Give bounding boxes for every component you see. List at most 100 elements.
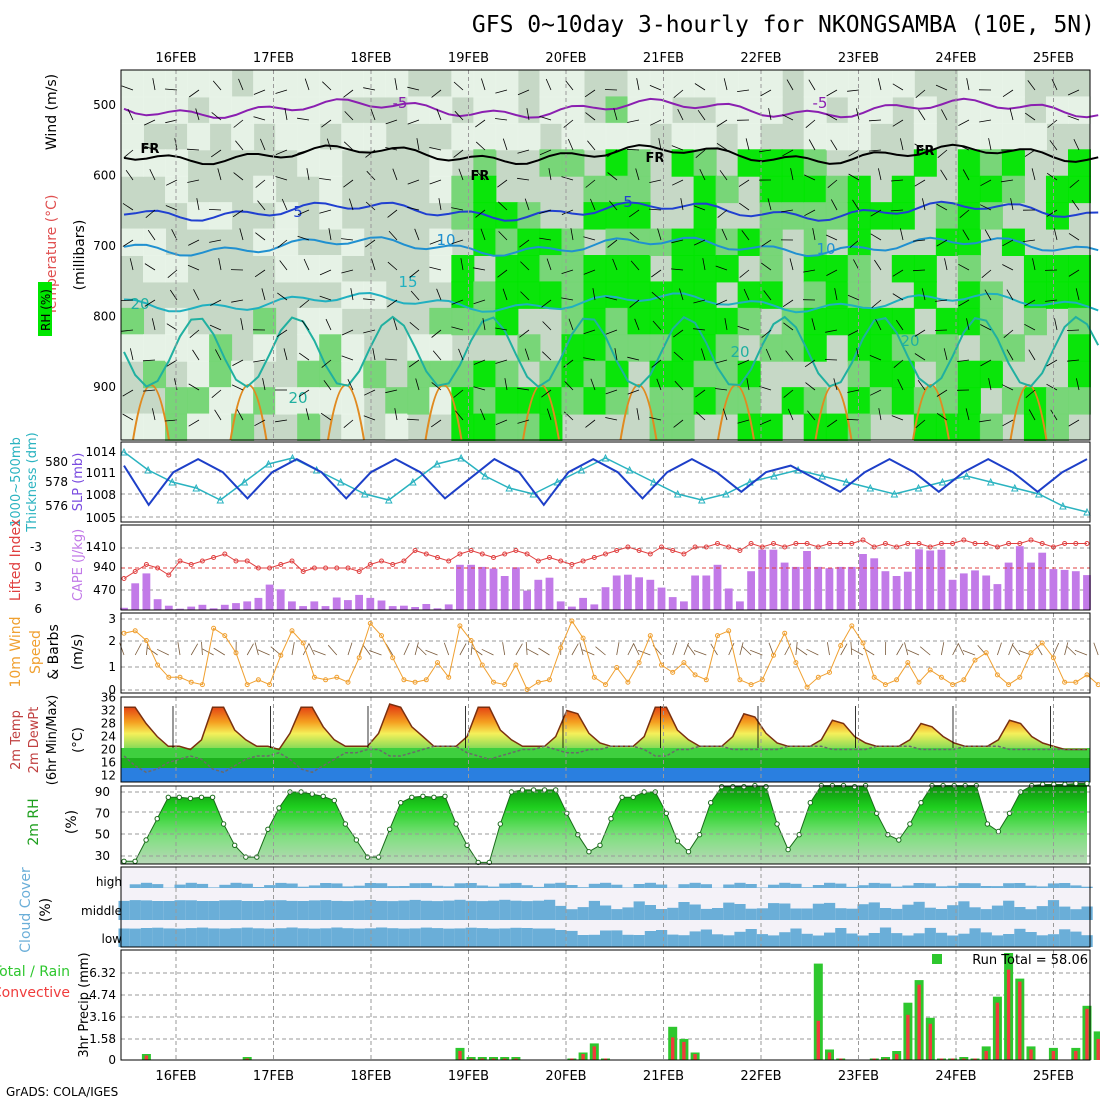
thickness-marker [962,471,971,480]
wind-barb [737,89,750,92]
rh-patch [649,70,673,98]
precip-conv-bar [491,1058,496,1060]
thickness-marker [216,495,225,504]
wind-barb [451,299,464,305]
wind-barb [768,108,772,121]
wind-speed-marker [748,682,754,688]
wind-speed-marker [815,674,821,680]
isotherm-label: 20 [900,332,919,350]
wind-speed-marker [804,684,810,690]
cloud-bar [499,899,511,920]
cloud-bar [790,928,802,947]
wind10m-barb [481,648,494,656]
wind-barb [321,359,332,368]
cloud-bar [980,909,992,920]
wind-barb [394,78,398,91]
wind-speed-marker [894,677,900,683]
thickness-marker [1034,489,1043,498]
rh2m-marker [232,842,238,848]
rh-patch [165,255,189,283]
rh2m-axis-label: 2m RH [26,798,42,845]
wind-barb [695,389,706,398]
wind-barb [765,348,772,361]
rh-patch [561,228,585,256]
wind-barb [936,203,948,211]
rh-patch [473,360,497,389]
rh-patch [561,387,585,415]
cloud-bar [387,886,399,888]
cloud-bar [387,901,399,920]
rh-patch [803,70,827,98]
cloud-bar [768,903,780,920]
rh-patch [363,70,387,98]
wind-barb [188,239,200,246]
rh-patch [209,413,233,441]
rh-patch [693,122,717,151]
cloud-bar [532,900,544,920]
cloud-bar [488,900,500,920]
rh2m-tick: 90 [95,785,110,799]
rh2m-marker [265,826,271,832]
wind-barb [121,85,134,91]
precip-conv-bar [939,1058,944,1060]
wind10m-axis-label-2: Speed [28,630,44,674]
wind-barb [142,389,156,392]
wind-barb [722,408,728,421]
li-marker [983,541,989,546]
wind-speed-marker [367,620,373,626]
rh-patch [847,360,871,389]
cloud-bar [745,884,757,888]
li-marker [625,544,631,550]
precip-conv-bar [1018,981,1022,1060]
wind10m-axis-label-4: (m/s) [70,634,86,671]
wind10m-barb [739,642,744,656]
precip-conv-bar [570,1058,574,1060]
wind-barb [407,206,420,211]
cape-bar [422,604,431,610]
cloud-bar [510,900,522,920]
rh2m-marker [420,793,426,799]
cape-bar [1049,569,1058,610]
cloud-bar [924,907,936,920]
cloud-bar [868,933,880,947]
li-marker [524,551,530,557]
wind-speed-marker [972,657,978,663]
cape-tick: 940 [93,560,116,574]
wind-barb [151,318,156,331]
wind-barb [826,113,838,121]
cloud-bar [163,928,175,947]
wind-barb [763,290,772,301]
li-marker [390,562,396,567]
cloud-bar [656,930,668,947]
rh-patch [671,70,695,98]
rh-patch [187,70,211,98]
rh-patch [561,255,585,283]
wind-barb [121,329,134,332]
li-marker [244,558,250,564]
rh-patch [979,70,1003,98]
rh-patch [1001,175,1025,204]
rh-patch [847,413,871,441]
rh-patch [121,334,145,362]
rh-patch [605,122,629,151]
precip-conv-bar [592,1046,596,1060]
rh-patch [451,122,475,151]
wind-barb [526,108,530,121]
cloud-bar [376,927,388,947]
cloud-bar [991,886,1004,888]
precip-frame [120,949,1091,1061]
cloud-bar [857,935,869,947]
wind10m-barb [146,647,158,656]
rh-patch [187,360,211,389]
wind-speed-marker [323,677,329,683]
rh-patch [319,307,343,336]
wind-barb [165,119,178,124]
rh-patch [715,360,739,389]
wind-barb [541,389,552,398]
wind10m-barb [1053,642,1060,656]
wind10m-barb [525,641,528,656]
rh-patch [803,202,827,230]
cloud-bar [376,883,388,888]
wind-barb [830,139,838,151]
wind-barb [319,209,332,214]
